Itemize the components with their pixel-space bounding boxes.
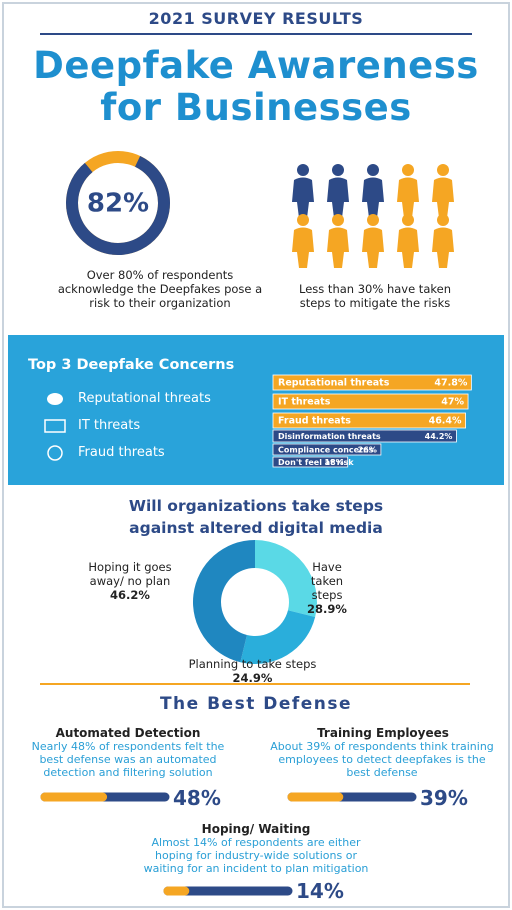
title: Deepfake Awareness: [33, 44, 479, 87]
ring-label: 82%: [87, 189, 149, 219]
mask-icon: [47, 445, 63, 461]
concern-icons: [44, 393, 66, 461]
question: against altered digital media: [129, 519, 383, 537]
segment-name: Hoping it goes away/ no plan: [88, 560, 172, 588]
person-head: [367, 214, 379, 226]
person-body: [362, 227, 384, 268]
segment-label: Hoping it goes away/ no plan 46.2%: [80, 560, 180, 602]
risk-caption: Over 80% of respondents acknowledge the …: [57, 268, 263, 310]
person-head: [332, 164, 344, 176]
mitigation-caption: Less than 30% have taken steps to mitiga…: [299, 282, 451, 310]
defense-title: The Best Defense: [159, 694, 353, 714]
person-head: [367, 164, 379, 176]
title: for Businesses: [100, 86, 412, 129]
concern-item: Reputational threats: [78, 391, 211, 406]
donut-segment: [192, 540, 255, 663]
segment-value: 24.9%: [232, 671, 273, 685]
concern-bar-value: 44.2%: [425, 432, 453, 441]
person-icon: [327, 164, 349, 218]
concern-bar-name: Disinformation threats: [278, 432, 381, 441]
chat-icon: [47, 393, 63, 405]
ring-value: [66, 155, 170, 255]
segment-label: Have taken steps 28.9%: [295, 560, 359, 616]
defense-item-text: About 39% of respondents think training …: [270, 740, 494, 779]
defense-value: 48%: [173, 786, 221, 810]
concern-bar-name: IT threats: [278, 397, 331, 408]
concern-bar-name: Don't feel at risk: [278, 458, 354, 467]
defense-value: 14%: [296, 879, 344, 903]
person-head: [437, 164, 449, 176]
question: Will organizations take steps: [128, 497, 384, 515]
concern-item: Fraud threats: [78, 445, 165, 460]
laptop-icon: [44, 419, 66, 433]
segment-value: 46.2%: [110, 588, 150, 602]
defense-item-title: Hoping/ Waiting: [201, 822, 311, 836]
person-icon: [432, 214, 454, 268]
concern-bar-name: Reputational threats: [278, 378, 390, 389]
concern-item: IT threats: [78, 418, 141, 433]
person-body: [397, 177, 419, 218]
person-body: [292, 177, 314, 218]
person-body: [432, 177, 454, 218]
concern-bar-value: 47.8%: [434, 378, 467, 389]
person-body: [292, 227, 314, 268]
person-head: [297, 214, 309, 226]
concern-bar-name: Compliance concerns: [278, 446, 374, 455]
person-head: [437, 214, 449, 226]
defense-item-title: Automated Detection: [55, 726, 201, 740]
person-icon: [397, 214, 419, 268]
concern-bar-value: 18%: [325, 458, 344, 467]
person-body: [327, 227, 349, 268]
segment-name: Planning to take steps: [188, 657, 317, 671]
person-icon: [292, 214, 314, 268]
person-head: [297, 164, 309, 176]
person-icon: [292, 164, 314, 218]
donut-segment: [255, 540, 317, 618]
concern-bar-value: 47%: [441, 397, 464, 408]
person-icon: [397, 164, 419, 218]
person-head: [332, 214, 344, 226]
concern-bar: [272, 393, 469, 410]
concern-band: [8, 335, 504, 485]
segment-name: Have taken steps: [310, 560, 344, 602]
defense-item-text: Nearly 48% of respondents felt the best …: [31, 740, 225, 779]
concern-bar: [272, 456, 349, 468]
person-head: [402, 164, 414, 176]
person-body: [432, 227, 454, 268]
person-body: [397, 227, 419, 268]
person-body: [362, 177, 384, 218]
concern-bar: [272, 443, 382, 456]
person-icon: [432, 164, 454, 218]
person-icon: [362, 164, 384, 218]
person-icon: [327, 214, 349, 268]
kicker: 2021 SURVEY RESULTS: [148, 9, 364, 28]
concern-title: Top 3 Deepfake Concerns: [28, 357, 235, 373]
defense-item-title: Training Employees: [317, 726, 449, 740]
concern-bar: [272, 412, 466, 429]
person-head: [402, 214, 414, 226]
concern-bar-value: 46.4%: [429, 416, 462, 427]
concern-bar: [272, 429, 457, 443]
defense-item-text: Almost 14% of respondents are either hop…: [143, 836, 369, 875]
segment-value: 28.9%: [307, 602, 347, 616]
concern-bar-name: Fraud threats: [278, 416, 351, 427]
concern-bar: [272, 374, 472, 391]
defense-value: 39%: [420, 786, 468, 810]
donut-segment: [240, 610, 316, 664]
segment-label: Planning to take steps 24.9%: [150, 657, 355, 685]
concern-bar-value: 26%: [358, 446, 377, 455]
person-body: [327, 177, 349, 218]
person-icon: [362, 214, 384, 268]
